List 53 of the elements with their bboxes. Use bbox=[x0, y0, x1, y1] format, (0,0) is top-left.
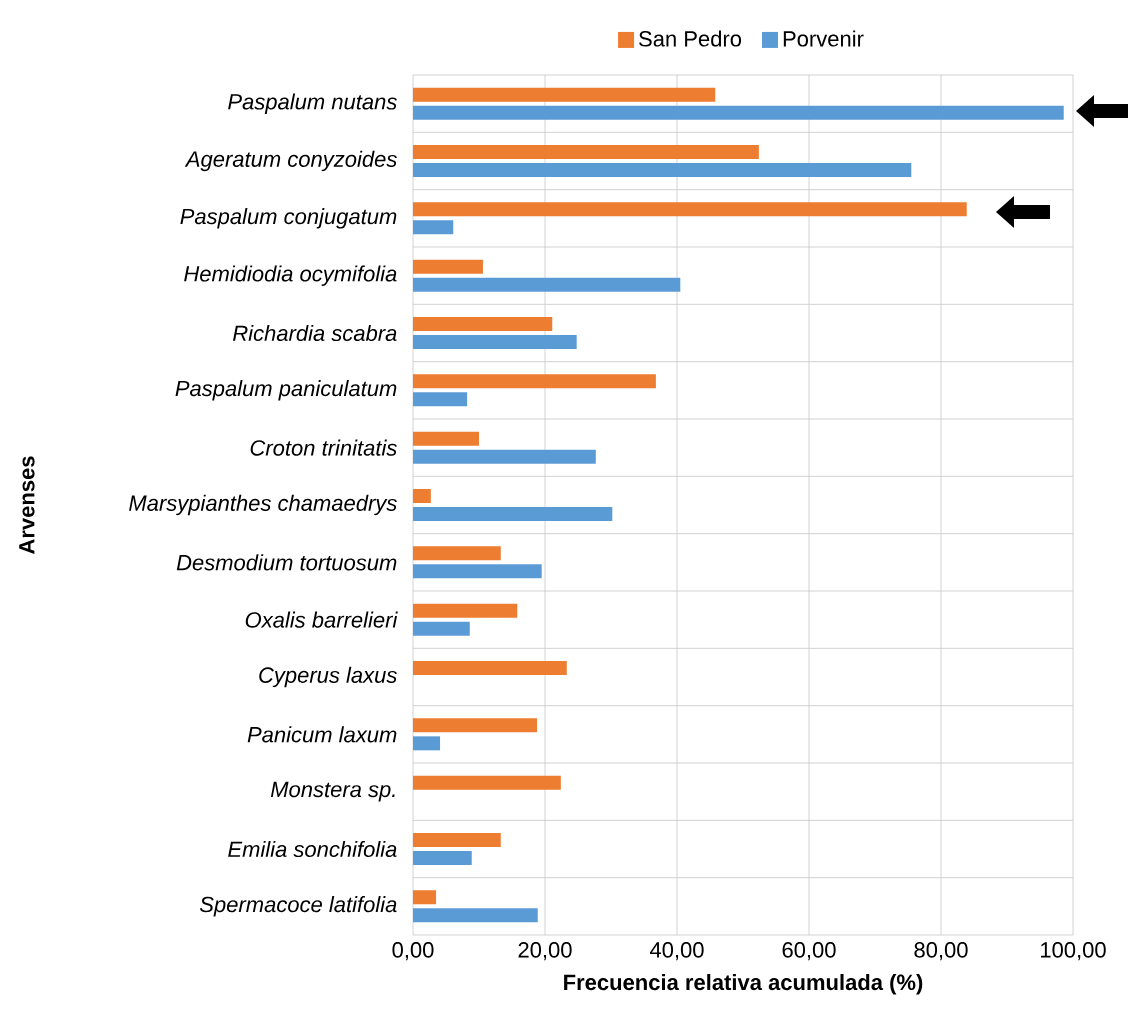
y-tick-label: Paspalum conjugatum bbox=[180, 208, 397, 229]
bar bbox=[413, 317, 553, 332]
x-tick-label: 0,00 bbox=[392, 942, 434, 961]
bar bbox=[413, 775, 561, 790]
y-tick-label: Paspalum nutans bbox=[228, 93, 397, 114]
y-tick-label: Desmodium tortuosum bbox=[176, 554, 397, 571]
bar bbox=[413, 220, 454, 235]
y-tick-label: Paspalum paniculatum bbox=[175, 380, 397, 401]
x-tick-label: 20,00 bbox=[518, 942, 572, 961]
bar bbox=[413, 145, 759, 160]
y-tick-label: Panicum laxum bbox=[247, 726, 397, 743]
bar bbox=[413, 546, 501, 561]
bar bbox=[413, 449, 596, 464]
bar bbox=[413, 507, 613, 522]
bar bbox=[413, 335, 577, 350]
bar bbox=[413, 105, 1064, 120]
y-tick-label: Monstera sp. bbox=[270, 781, 395, 802]
x-tick-label: 40,00 bbox=[649, 942, 704, 961]
bar bbox=[413, 259, 483, 274]
y-tick-label: Marsypianthes chamaedrys bbox=[129, 494, 397, 516]
y-tick-label: Spermacoce latifolia bbox=[199, 896, 397, 917]
y-axis-title: Arvenses bbox=[19, 456, 35, 555]
bar bbox=[413, 736, 441, 751]
legend-label: Porvenir bbox=[783, 30, 864, 47]
bar bbox=[413, 833, 501, 848]
bar bbox=[413, 277, 681, 292]
y-tick-label: Ageratum conyzoides bbox=[184, 150, 397, 172]
bar bbox=[413, 431, 479, 446]
bar bbox=[413, 489, 431, 504]
x-tick-label: 80,00 bbox=[914, 942, 968, 961]
bar bbox=[413, 163, 912, 177]
bar bbox=[413, 661, 567, 676]
bar bbox=[413, 374, 656, 389]
legend-label: San Pedro bbox=[639, 30, 742, 47]
bar bbox=[413, 202, 967, 217]
bar bbox=[413, 890, 437, 905]
bar bbox=[413, 908, 538, 923]
x-tick-label: 100,00 bbox=[1041, 942, 1106, 961]
bar bbox=[413, 392, 468, 407]
bar bbox=[413, 564, 542, 579]
y-tick-label: Hemidiodia ocymifolia bbox=[184, 265, 397, 286]
y-tick-label: Richardia scabra bbox=[233, 324, 397, 342]
y-tick-label: Oxalis barrelieri bbox=[245, 611, 398, 628]
bar bbox=[413, 718, 538, 733]
y-tick-label: Cyperus laxus bbox=[259, 666, 397, 688]
x-tick-label: 60,00 bbox=[782, 942, 836, 961]
y-tick-label: Croton trinitatis bbox=[250, 439, 397, 456]
bar bbox=[413, 851, 472, 866]
x-axis-title: Frecuencia relativa acumulada (%) bbox=[564, 973, 923, 995]
y-tick-label: Emilia sonchifolia bbox=[228, 840, 397, 858]
bar bbox=[413, 87, 716, 102]
bar bbox=[413, 621, 470, 636]
bar bbox=[413, 603, 518, 618]
